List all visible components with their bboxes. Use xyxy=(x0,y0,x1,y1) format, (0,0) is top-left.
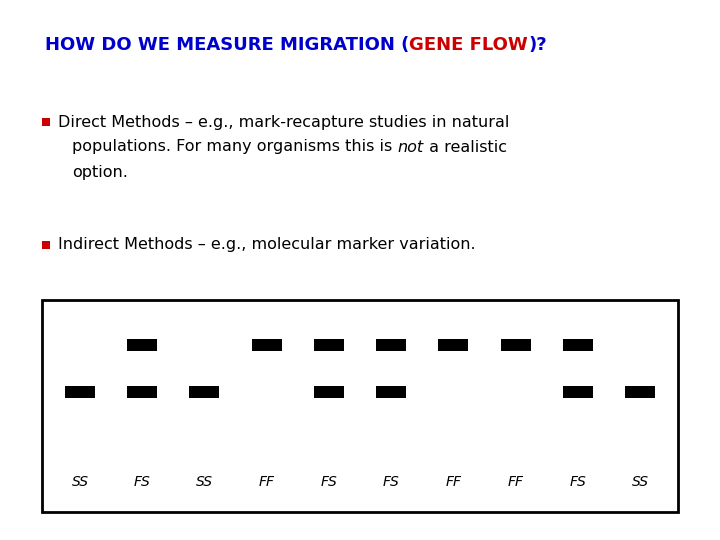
Text: )?: )? xyxy=(528,36,546,54)
Text: SS: SS xyxy=(631,475,649,489)
Text: FS: FS xyxy=(134,475,150,489)
Text: GENE FLOW: GENE FLOW xyxy=(410,36,528,54)
FancyBboxPatch shape xyxy=(65,386,95,398)
Text: SS: SS xyxy=(71,475,89,489)
FancyBboxPatch shape xyxy=(563,339,593,351)
Text: Indirect Methods – e.g., molecular marker variation.: Indirect Methods – e.g., molecular marke… xyxy=(58,238,476,253)
FancyBboxPatch shape xyxy=(189,386,220,398)
FancyBboxPatch shape xyxy=(314,386,344,398)
FancyBboxPatch shape xyxy=(438,339,468,351)
Text: FS: FS xyxy=(570,475,586,489)
FancyBboxPatch shape xyxy=(563,386,593,398)
Text: HOW DO WE MEASURE MIGRATION (: HOW DO WE MEASURE MIGRATION ( xyxy=(45,36,410,54)
Text: SS: SS xyxy=(196,475,213,489)
FancyBboxPatch shape xyxy=(42,241,50,249)
Text: FS: FS xyxy=(383,475,400,489)
Text: not: not xyxy=(397,139,423,154)
Text: FF: FF xyxy=(258,475,274,489)
FancyBboxPatch shape xyxy=(314,339,344,351)
Text: FF: FF xyxy=(508,475,523,489)
FancyBboxPatch shape xyxy=(42,118,50,126)
Text: FS: FS xyxy=(320,475,337,489)
Text: a realistic: a realistic xyxy=(423,139,506,154)
FancyBboxPatch shape xyxy=(376,386,406,398)
FancyBboxPatch shape xyxy=(376,339,406,351)
Text: option.: option. xyxy=(72,165,128,179)
FancyBboxPatch shape xyxy=(127,386,157,398)
Text: populations. For many organisms this is: populations. For many organisms this is xyxy=(72,139,397,154)
Text: FF: FF xyxy=(446,475,462,489)
FancyBboxPatch shape xyxy=(625,386,655,398)
FancyBboxPatch shape xyxy=(252,339,282,351)
FancyBboxPatch shape xyxy=(42,300,678,512)
FancyBboxPatch shape xyxy=(500,339,531,351)
FancyBboxPatch shape xyxy=(127,339,157,351)
Text: Direct Methods – e.g., mark-recapture studies in natural: Direct Methods – e.g., mark-recapture st… xyxy=(58,114,509,130)
